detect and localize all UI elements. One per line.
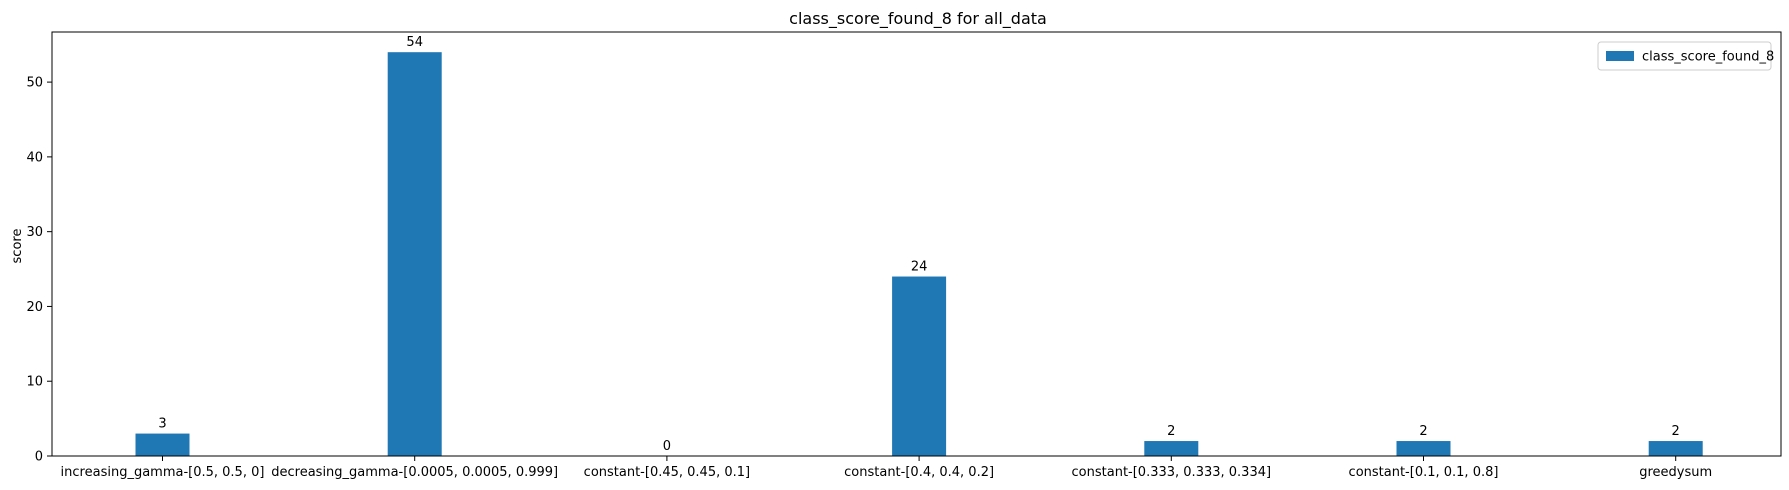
legend-label: class_score_found_8 [1642, 50, 1774, 65]
bar [1144, 441, 1199, 456]
bar [1396, 441, 1451, 456]
x-tick-label: constant-[0.45, 0.45, 0.1] [584, 465, 750, 480]
bar [135, 433, 190, 456]
x-tick-label: greedysum [1639, 465, 1712, 480]
y-tick-label: 30 [26, 225, 43, 240]
x-tick-label: constant-[0.333, 0.333, 0.334] [1072, 465, 1272, 480]
x-tick-label: decreasing_gamma-[0.0005, 0.0005, 0.999] [271, 465, 558, 480]
y-axis-label: score [10, 229, 25, 264]
legend-swatch [1606, 51, 1634, 61]
x-tick-label: increasing_gamma-[0.5, 0.5, 0] [61, 465, 265, 480]
bar-data-label: 0 [663, 439, 671, 454]
chart-title: class_score_found_8 for all_data [789, 9, 1047, 29]
plot-area: 3 increasing_gamma-[0.5, 0.5, 0] 54 decreas… [26, 31, 1782, 480]
bar-data-label: 54 [406, 35, 423, 50]
bar-data-label: 3 [158, 417, 166, 432]
y-tick-label: 20 [26, 300, 43, 315]
y-tick-label: 10 [26, 375, 43, 390]
bar [892, 276, 947, 456]
bar-data-label: 2 [1672, 424, 1680, 439]
bar [1648, 441, 1703, 456]
bar-data-label: 24 [911, 260, 928, 275]
y-tick-label: 50 [26, 76, 43, 91]
y-tick-label: 40 [26, 150, 43, 165]
plot-frame [51, 31, 1782, 457]
legend-box [1597, 41, 1772, 71]
y-tick-label: 0 [35, 450, 43, 465]
bar [387, 52, 442, 456]
bar-data-label: 2 [1167, 424, 1175, 439]
bar-data-label: 2 [1419, 424, 1427, 439]
legend: class_score_found_8 [1597, 41, 1774, 71]
x-tick-label: constant-[0.1, 0.1, 0.8] [1349, 465, 1499, 480]
x-tick-label: constant-[0.4, 0.4, 0.2] [844, 465, 994, 480]
